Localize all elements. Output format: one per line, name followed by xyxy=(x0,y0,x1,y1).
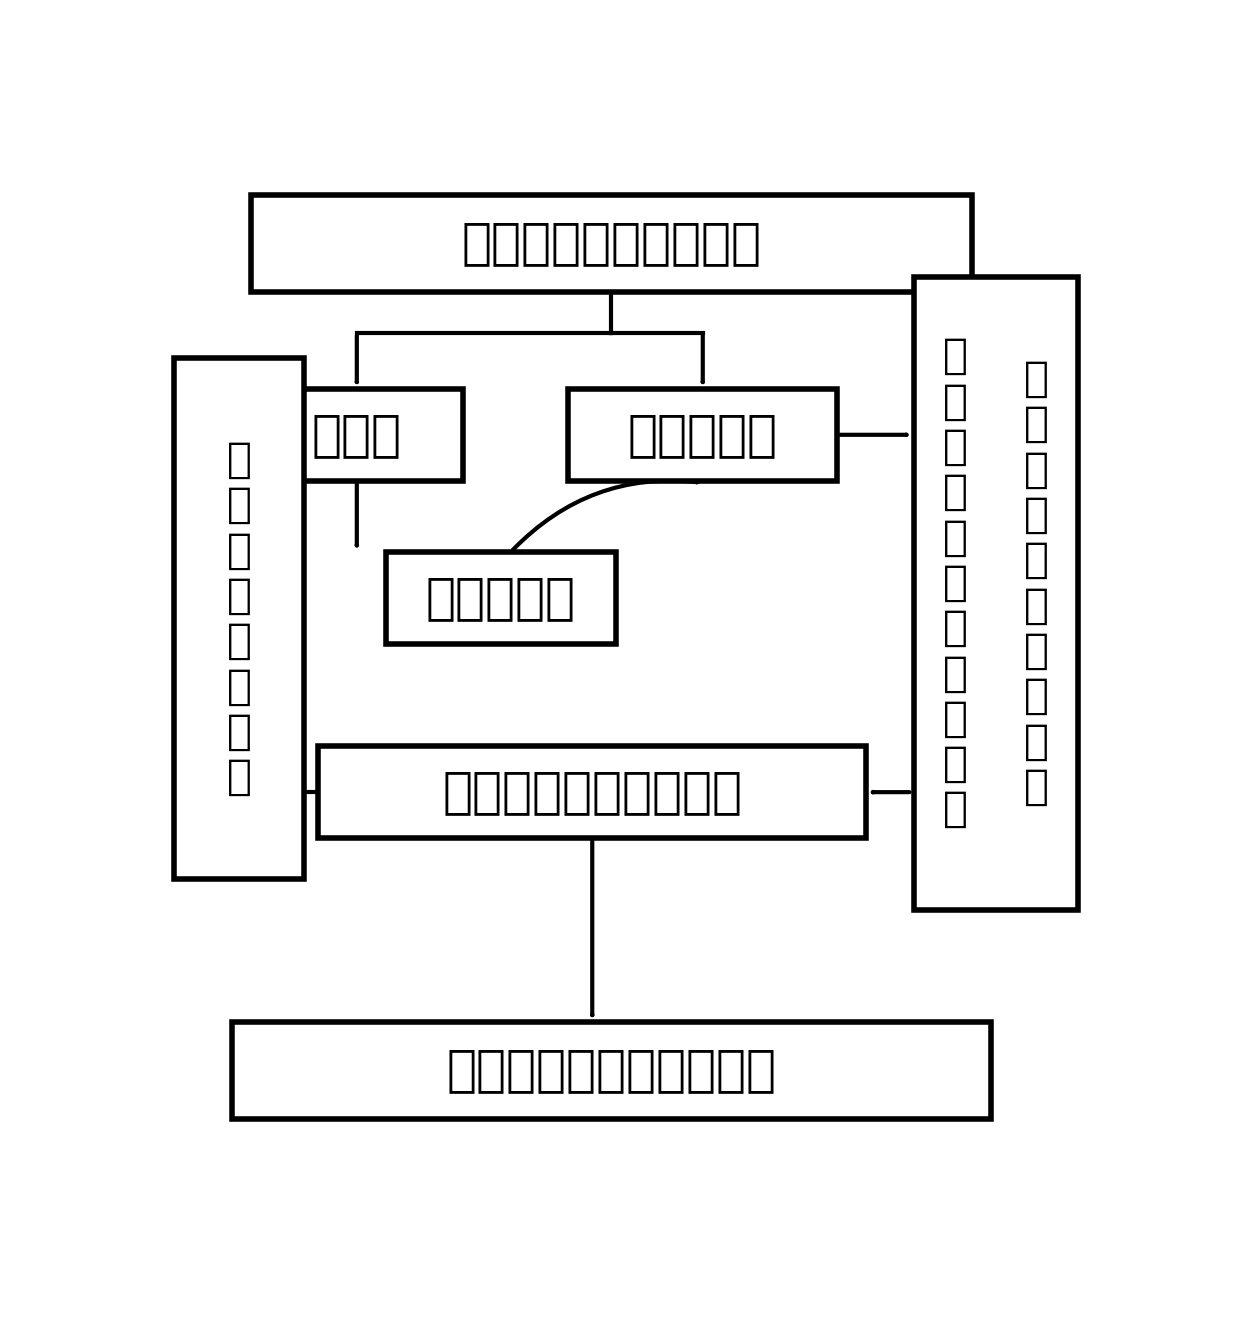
Bar xyxy=(386,552,616,644)
Text: 质
油
和
沥
青
类
烃
类
矿
物: 质 油 和 沥 青 类 烃 类 矿 物 xyxy=(1024,358,1049,808)
Bar xyxy=(568,389,837,481)
Bar xyxy=(250,389,463,481)
Text: 烃源岩: 烃源岩 xyxy=(311,411,402,459)
Text: 辉
铜
矿
等
富
铜
矿
物: 辉 铜 矿 等 富 铜 矿 物 xyxy=(227,439,252,798)
Text: 生烃、排烃: 生烃、排烃 xyxy=(427,574,575,622)
Bar xyxy=(319,747,866,838)
Text: 富烃类还原性盆地流体: 富烃类还原性盆地流体 xyxy=(461,219,761,268)
Bar xyxy=(914,277,1078,910)
Text: 富烃类矿物: 富烃类矿物 xyxy=(627,411,777,459)
Bar xyxy=(250,195,972,292)
Bar xyxy=(174,358,304,879)
Text: 黑色沥青化蚀变相充填: 黑色沥青化蚀变相充填 xyxy=(443,768,743,815)
Bar xyxy=(232,1022,991,1119)
Text: 含
烃
盐
水
、
气
液
态
烃
、
轻: 含 烃 盐 水 、 气 液 态 烃 、 轻 xyxy=(942,335,968,830)
Text: 还原作用形成辉铜矿沉淀: 还原作用形成辉铜矿沉淀 xyxy=(446,1046,776,1094)
